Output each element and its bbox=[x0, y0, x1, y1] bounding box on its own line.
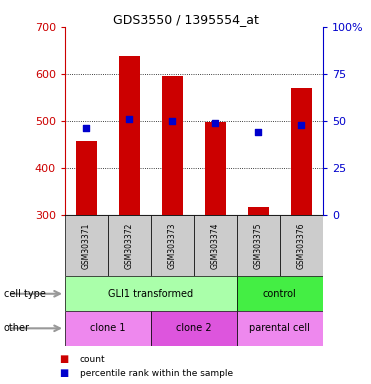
Bar bbox=[280, 215, 323, 276]
Bar bbox=[247, 207, 269, 215]
Point bbox=[127, 116, 132, 122]
Text: GSM303372: GSM303372 bbox=[125, 223, 134, 269]
Bar bbox=[204, 122, 226, 215]
Text: GSM303375: GSM303375 bbox=[254, 222, 263, 269]
Bar bbox=[162, 76, 183, 215]
Point bbox=[298, 122, 304, 128]
Bar bbox=[151, 311, 237, 346]
Text: GLI1 transformed: GLI1 transformed bbox=[108, 289, 193, 299]
Text: GSM303373: GSM303373 bbox=[168, 222, 177, 269]
Text: GSM303376: GSM303376 bbox=[297, 222, 306, 269]
Bar bbox=[237, 276, 323, 311]
Text: control: control bbox=[263, 289, 297, 299]
Text: cell type: cell type bbox=[4, 289, 46, 299]
Bar bbox=[65, 276, 237, 311]
Bar bbox=[65, 215, 108, 276]
Bar bbox=[76, 141, 97, 215]
Bar bbox=[194, 215, 237, 276]
Text: count: count bbox=[80, 354, 105, 364]
Text: ■: ■ bbox=[59, 354, 69, 364]
Text: parental cell: parental cell bbox=[249, 323, 310, 333]
Text: GDS3550 / 1395554_at: GDS3550 / 1395554_at bbox=[112, 13, 259, 26]
Text: ■: ■ bbox=[59, 368, 69, 378]
Bar bbox=[65, 311, 151, 346]
Point bbox=[212, 120, 218, 126]
Text: GSM303374: GSM303374 bbox=[211, 222, 220, 269]
Bar bbox=[237, 215, 280, 276]
Bar bbox=[108, 215, 151, 276]
Text: GSM303371: GSM303371 bbox=[82, 223, 91, 269]
Bar bbox=[237, 311, 323, 346]
Bar bbox=[290, 88, 312, 215]
Text: other: other bbox=[4, 323, 30, 333]
Text: percentile rank within the sample: percentile rank within the sample bbox=[80, 369, 233, 378]
Text: clone 2: clone 2 bbox=[176, 323, 212, 333]
Text: clone 1: clone 1 bbox=[90, 323, 126, 333]
Point bbox=[83, 126, 89, 132]
Bar bbox=[119, 56, 140, 215]
Point bbox=[255, 129, 261, 135]
Point bbox=[170, 118, 175, 124]
Bar bbox=[151, 215, 194, 276]
